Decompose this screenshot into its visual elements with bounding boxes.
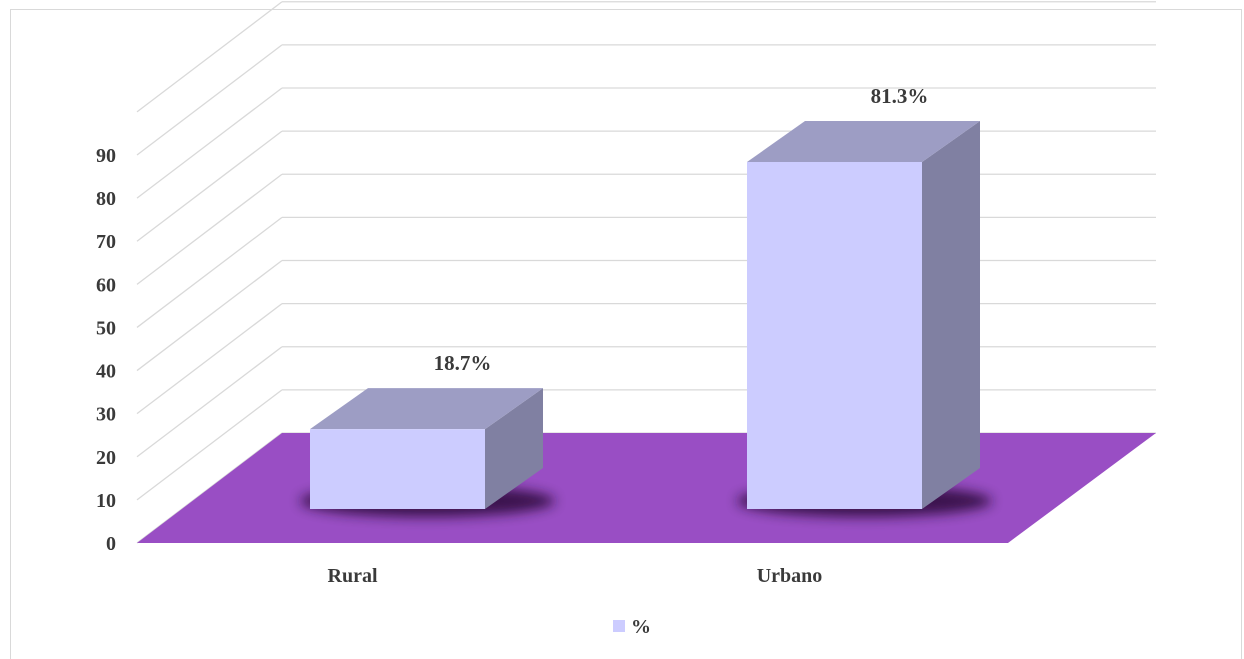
- y-tick-label: 10: [96, 490, 116, 512]
- y-tick-label: 30: [96, 404, 116, 426]
- y-tick-label: 50: [96, 317, 116, 339]
- back-wall-gridlines: [282, 2, 1156, 433]
- legend-label: %: [631, 616, 651, 638]
- side-gridline: [137, 347, 282, 457]
- side-gridline: [137, 304, 282, 414]
- data-label: 81.3%: [871, 84, 929, 108]
- y-tick-label: 40: [96, 361, 116, 383]
- x-category-label: Urbano: [757, 565, 823, 587]
- x-category-label: Rural: [328, 565, 378, 587]
- bar-front-face: [310, 429, 485, 509]
- y-tick-label: 60: [96, 274, 116, 296]
- side-gridline: [137, 131, 282, 241]
- side-gridline: [137, 261, 282, 371]
- y-axis-tick-labels: 0 10 20 30 40 50 60 70 80 90: [96, 145, 116, 555]
- y-tick-label: 90: [96, 145, 116, 167]
- y-tick-label: 20: [96, 447, 116, 469]
- y-tick-label: 0: [106, 533, 116, 555]
- y-tick-label: 80: [96, 188, 116, 210]
- side-gridline: [137, 174, 282, 284]
- bar-front-face: [747, 162, 922, 509]
- bar-side-face: [922, 121, 980, 509]
- bar-rural: [300, 388, 555, 517]
- side-gridline: [137, 88, 282, 198]
- bar-urbano: [737, 121, 992, 517]
- x-axis-category-labels: Rural Urbano: [328, 565, 823, 587]
- legend: %: [613, 616, 651, 638]
- side-gridline: [137, 45, 282, 155]
- legend-swatch: [613, 620, 625, 632]
- side-gridline: [137, 2, 282, 112]
- chart-floor: [137, 433, 1156, 543]
- data-label: 18.7%: [434, 351, 492, 375]
- y-tick-label: 70: [96, 231, 116, 253]
- side-gridline: [137, 217, 282, 327]
